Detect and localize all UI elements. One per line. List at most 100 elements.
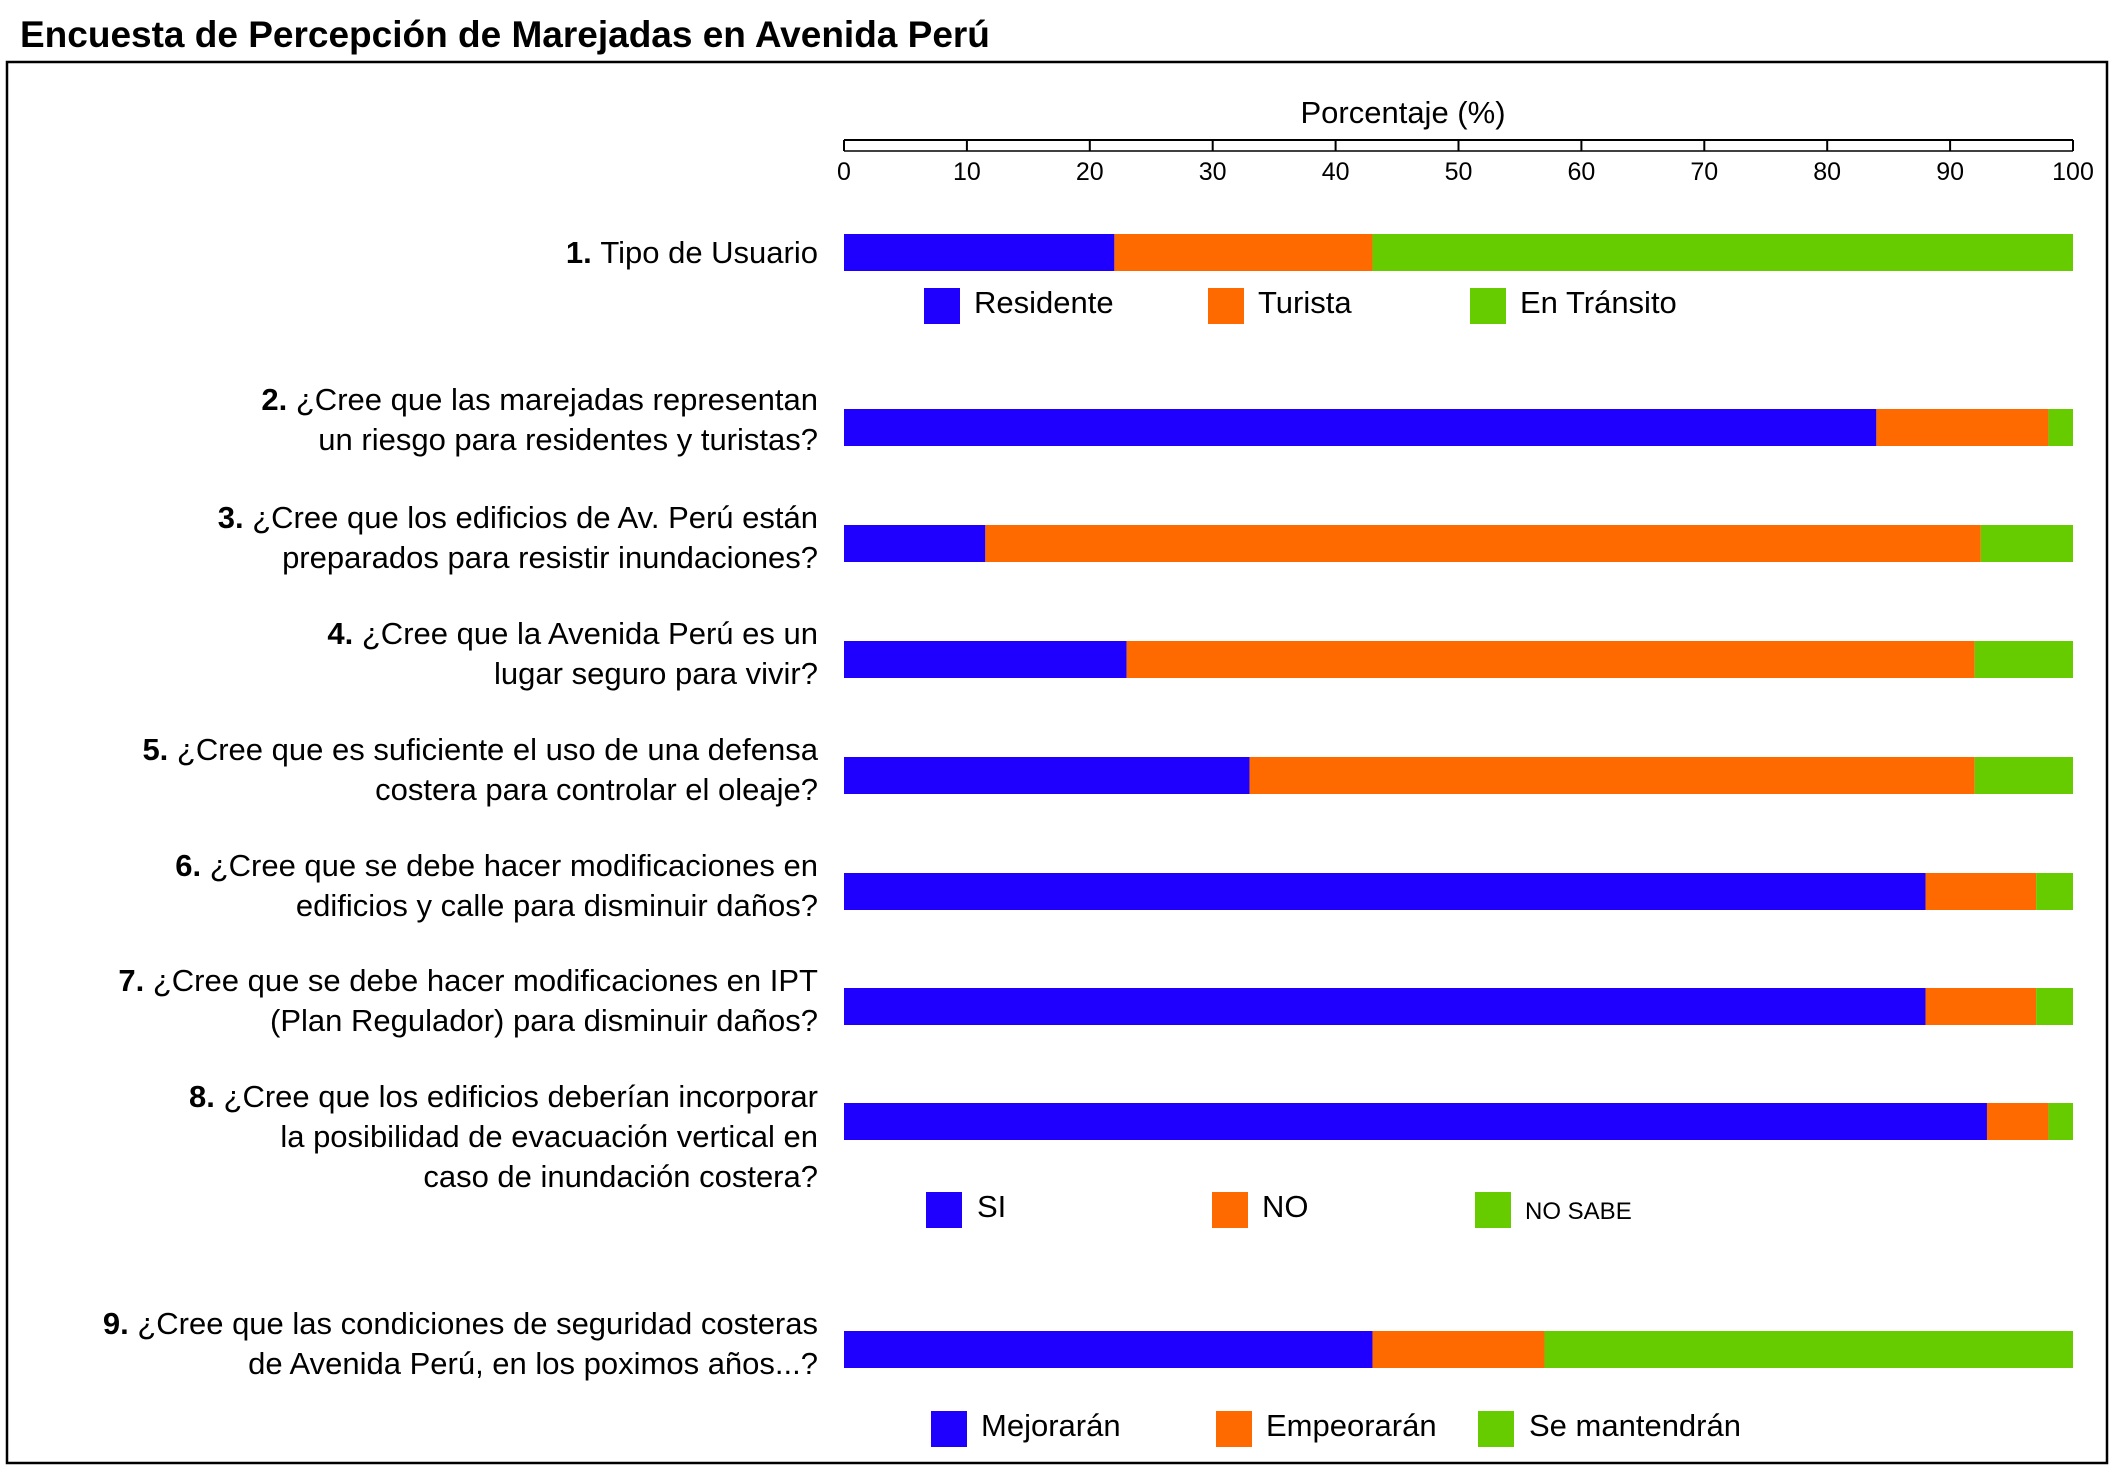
x-tick-label: 40 (1322, 158, 1350, 186)
bar-segment-q7-s3 (2036, 988, 2073, 1025)
question-text: Tipo de Usuario (600, 235, 818, 270)
bar-segment-q1-s3 (1372, 234, 2073, 271)
question-label-q7: 7. ¿Cree que se debe hacer modificacione… (118, 963, 818, 998)
bar-segment-q9-s3 (1544, 1331, 2073, 1368)
x-tick-label: 100 (2052, 158, 2094, 186)
bar-segment-q2-s3 (2048, 409, 2073, 446)
bar-segment-q4-s3 (1974, 641, 2073, 678)
question-text: ¿Cree que los edificios de Av. Perú está… (252, 500, 818, 535)
x-axis-title: Porcentaje (%) (1300, 95, 1505, 130)
question-label-q9: de Avenida Perú, en los poximos años...? (248, 1346, 818, 1381)
question-text: la posibilidad de evacuación vertical en (280, 1119, 818, 1154)
question-text: preparados para resistir inundaciones? (282, 540, 818, 575)
legend-swatch-future-1 (931, 1411, 967, 1447)
legend-swatch-future-3 (1478, 1411, 1514, 1447)
question-label-q6: edificios y calle para disminuir daños? (296, 888, 818, 923)
bar-segment-q9-s1 (844, 1331, 1373, 1368)
question-label-q2: un riesgo para residentes y turistas? (318, 422, 818, 457)
question-label-q4: lugar seguro para vivir? (494, 656, 818, 691)
bar-segment-q5-s3 (1974, 757, 2073, 794)
question-text: ¿Cree que la Avenida Perú es un (362, 616, 818, 651)
bar-segment-q7-s1 (844, 988, 1926, 1025)
question-label-q5: costera para controlar el oleaje? (375, 772, 818, 807)
legend-swatch-user-1 (924, 288, 960, 324)
question-number: 8. (189, 1079, 223, 1114)
x-tick-label: 70 (1690, 158, 1718, 186)
bar-segment-q6-s3 (2036, 873, 2073, 910)
x-tick-label: 80 (1813, 158, 1841, 186)
x-tick-label: 10 (953, 158, 981, 186)
question-text: edificios y calle para disminuir daños? (296, 888, 818, 923)
legend-swatch-user-2 (1208, 288, 1244, 324)
question-label-q7: (Plan Regulador) para disminuir daños? (270, 1003, 818, 1038)
legend-label-user-1: Residente (974, 285, 1114, 320)
x-tick-label: 30 (1199, 158, 1227, 186)
question-label-q8: 8. ¿Cree que los edificios deberían inco… (189, 1079, 818, 1114)
bar-segment-q2-s1 (844, 409, 1877, 446)
bars (844, 234, 2073, 1368)
bar-segment-q9-s2 (1372, 1331, 1545, 1368)
question-label-q3: 3. ¿Cree que los edificios de Av. Perú e… (218, 500, 818, 535)
x-axis: 0 10 20 30 40 50 60 70 80 90 100 (837, 139, 2094, 186)
legend-label-user-2: Turista (1258, 285, 1352, 320)
legend-label-sino-3: NO SABE (1525, 1198, 1632, 1225)
question-number: 1. (566, 235, 600, 270)
legend-label-sino-2: NO (1262, 1189, 1309, 1224)
question-text: ¿Cree que es suficiente el uso de una de… (177, 732, 819, 767)
bar-segment-q1-s2 (1114, 234, 1373, 271)
question-label-q1: 1. Tipo de Usuario (566, 235, 818, 270)
legend-swatch-user-3 (1470, 288, 1506, 324)
bar-segment-q2-s2 (1876, 409, 2049, 446)
x-tick-label: 90 (1936, 158, 1964, 186)
question-text: ¿Cree que las condiciones de seguridad c… (137, 1306, 818, 1341)
legend-label-sino-1: SI (977, 1189, 1006, 1224)
legend-swatch-sino-3 (1475, 1192, 1511, 1228)
question-number: 3. (218, 500, 252, 535)
question-number: 7. (118, 963, 152, 998)
bar-segment-q5-s1 (844, 757, 1250, 794)
question-number: 5. (142, 732, 176, 767)
bar-segment-q6-s2 (1925, 873, 2037, 910)
question-label-q6: 6. ¿Cree que se debe hacer modificacione… (175, 848, 818, 883)
question-text: lugar seguro para vivir? (494, 656, 818, 691)
x-tick-label: 50 (1445, 158, 1473, 186)
legend-label-future-1: Mejorarán (981, 1408, 1121, 1443)
chart-title: Encuesta de Percepción de Marejadas en A… (20, 14, 990, 55)
question-text: ¿Cree que las marejadas representan (296, 382, 818, 417)
question-text: (Plan Regulador) para disminuir daños? (270, 1003, 818, 1038)
question-number: 6. (175, 848, 209, 883)
bar-segment-q1-s1 (844, 234, 1115, 271)
x-tick-label: 0 (837, 158, 851, 186)
question-text: ¿Cree que se debe hacer modificaciones e… (153, 963, 818, 998)
legend-label-future-3: Se mantendrán (1529, 1408, 1741, 1443)
question-label-q9: 9. ¿Cree que las condiciones de segurida… (103, 1306, 818, 1341)
question-label-q5: 5. ¿Cree que es suficiente el uso de una… (142, 732, 818, 767)
legends: Residente Turista En Tránsito SI NO NO SABE Me… (924, 285, 1741, 1447)
bar-segment-q8-s3 (2048, 1103, 2073, 1140)
bar-segment-q4-s2 (1126, 641, 1975, 678)
x-tick-label: 20 (1076, 158, 1104, 186)
bar-segment-q8-s2 (1986, 1103, 2049, 1140)
question-label-q2: 2. ¿Cree que las marejadas representan (261, 382, 818, 417)
bar-segment-q8-s1 (844, 1103, 1987, 1140)
bar-segment-q3-s3 (1980, 525, 2073, 562)
legend-swatch-future-2 (1216, 1411, 1252, 1447)
bar-segment-q7-s2 (1925, 988, 2037, 1025)
question-number: 4. (327, 616, 361, 651)
question-label-q8: la posibilidad de evacuación vertical en (280, 1119, 818, 1154)
question-labels: 1. Tipo de Usuario 2. ¿Cree que las marej… (103, 235, 819, 1381)
bar-segment-q3-s2 (985, 525, 1981, 562)
question-number: 2. (261, 382, 295, 417)
question-label-q4: 4. ¿Cree que la Avenida Perú es un (327, 616, 818, 651)
bar-segment-q5-s2 (1249, 757, 1975, 794)
legend-label-user-3: En Tránsito (1520, 285, 1677, 320)
legend-swatch-sino-2 (1212, 1192, 1248, 1228)
bar-segment-q6-s1 (844, 873, 1926, 910)
legend-swatch-sino-1 (926, 1192, 962, 1228)
x-tick-label: 60 (1567, 158, 1595, 186)
question-text: de Avenida Perú, en los poximos años...? (248, 1346, 818, 1381)
question-number: 9. (103, 1306, 137, 1341)
question-text: ¿Cree que los edificios deberían incorpo… (224, 1079, 818, 1114)
